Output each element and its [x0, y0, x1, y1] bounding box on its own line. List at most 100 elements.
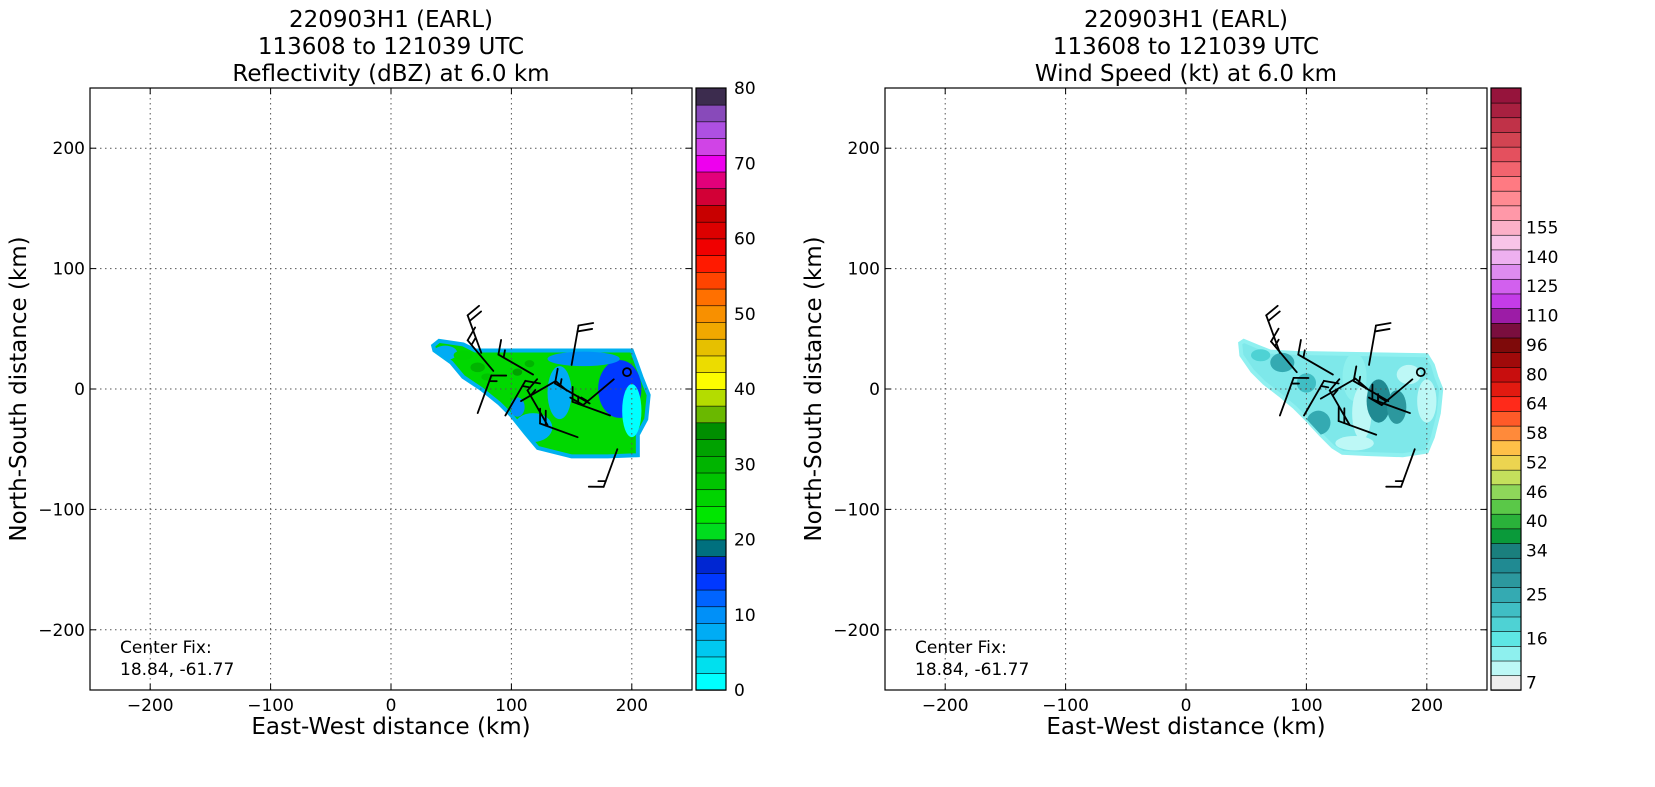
colorbar-tick-label: 140 — [1526, 248, 1558, 268]
wind-barb — [569, 378, 615, 406]
y-tick-label: −200 — [38, 621, 85, 641]
x-tick-label: −200 — [127, 696, 174, 716]
colorbar-cell — [1490, 322, 1522, 339]
barb-full — [468, 310, 483, 322]
colorbar-cell — [695, 154, 727, 173]
barb-full — [554, 367, 559, 385]
field-cell — [547, 351, 620, 367]
field-cell — [622, 384, 642, 438]
colorbar-tick-label: 96 — [1526, 336, 1548, 356]
colorbar-frame — [695, 87, 727, 691]
colorbar-tick-label: 155 — [1526, 218, 1558, 238]
colorbar-cell — [1490, 161, 1522, 177]
colorbar-cell — [1490, 175, 1522, 192]
barb-half — [1302, 349, 1306, 359]
wind-barb — [1371, 383, 1411, 414]
y-axis-label: North-South distance (km) — [801, 236, 827, 541]
colorbar-cell — [1490, 513, 1522, 530]
barb-full — [1352, 365, 1358, 382]
colorbar-cell — [1490, 601, 1522, 618]
field-cell — [453, 350, 473, 361]
field-cell — [1417, 379, 1437, 423]
x-tick-label: 100 — [1290, 696, 1322, 716]
colorbar-cell — [1490, 528, 1522, 544]
colorbar-cell — [1490, 351, 1522, 368]
wind-barb — [622, 367, 632, 378]
field-cell — [547, 366, 572, 420]
barb-full — [1265, 304, 1279, 317]
y-tick-label: −100 — [38, 500, 85, 520]
colorbar-tick-label: 10 — [734, 606, 756, 626]
colorbar-cell — [695, 606, 727, 624]
colorbar-cell — [695, 288, 727, 307]
center-fix-annotation-line-1: Center Fix: — [915, 638, 1007, 658]
barb-full — [526, 378, 539, 392]
colorbar-cell — [695, 388, 727, 407]
colorbar-tick-label: 80 — [734, 79, 756, 99]
field-cell — [1335, 435, 1374, 451]
center-fix-annotation-line-2: 18.84, -61.77 — [120, 660, 234, 680]
wind-barb — [1385, 448, 1416, 488]
data-field — [1238, 338, 1444, 458]
y-axis-label: North-South distance (km) — [6, 236, 32, 541]
chart-title-line-3: Reflectivity (dBZ) at 6.0 km — [232, 61, 549, 87]
y-tick-label: 100 — [848, 260, 880, 280]
barb-full — [1267, 310, 1281, 322]
colorbar-cell — [695, 305, 727, 323]
colorbar-frame — [1490, 87, 1522, 691]
barb-half — [470, 337, 477, 346]
wind-barb — [476, 374, 508, 414]
colorbar-cell — [1490, 205, 1522, 221]
y-tick-label: 0 — [74, 380, 85, 400]
wind-barb — [587, 448, 619, 488]
colorbar-cell — [695, 472, 727, 491]
colorbar-cell — [1490, 557, 1522, 574]
colorbar-cell — [1490, 630, 1522, 647]
colorbar-cell — [695, 321, 727, 340]
colorbar-tick-label: 46 — [1526, 483, 1548, 503]
barb-full — [466, 304, 480, 317]
colorbar-cell — [1490, 337, 1522, 353]
chart-title-line-1: 220903H1 (EARL) — [289, 7, 493, 33]
wind-barb — [1367, 378, 1414, 406]
barb-half — [1320, 385, 1330, 389]
colorbar-tick-label: 0 — [734, 681, 745, 701]
chart-title-line-2: 113608 to 121039 UTC — [258, 34, 524, 60]
center-fix-annotation-line-1: Center Fix: — [120, 638, 212, 658]
colorbar-tick-label: 34 — [1526, 542, 1548, 562]
barb-full — [576, 328, 594, 333]
colorbar-cell — [1490, 190, 1522, 207]
colorbar-cell — [1490, 542, 1522, 559]
wind-barb — [1265, 304, 1281, 354]
colorbar-tick-label: 25 — [1526, 586, 1548, 606]
colorbar-cell — [695, 572, 727, 591]
field-cell — [512, 368, 523, 376]
x-tick-label: 200 — [1411, 696, 1443, 716]
field-cell — [1270, 352, 1295, 373]
barb-full — [1270, 327, 1280, 343]
barb-half — [559, 378, 563, 388]
colorbar-cell — [1490, 293, 1522, 309]
colorbar-cell — [1490, 146, 1522, 163]
colorbar-cell — [1490, 366, 1522, 383]
colorbar-cell — [1490, 498, 1522, 515]
barb-full — [1374, 328, 1391, 333]
colorbar-tick-label: 58 — [1526, 424, 1548, 444]
x-tick-label: −200 — [922, 696, 969, 716]
field-cell — [1387, 390, 1407, 424]
colorbar-tick-label: 16 — [1526, 630, 1548, 650]
wind-barb — [539, 407, 579, 439]
wind-barb — [466, 326, 495, 372]
x-axis-label: East-West distance (km) — [251, 714, 530, 740]
barb-shaft — [1319, 377, 1357, 400]
x-tick-label: 0 — [386, 696, 397, 716]
field-cell — [524, 360, 535, 368]
colorbar-tick-label: 40 — [734, 380, 756, 400]
colorbar-cell — [695, 371, 727, 390]
barb-full — [1297, 339, 1302, 356]
barb-full — [497, 339, 503, 356]
colorbar-cell — [1490, 234, 1522, 251]
colorbar-cell — [1490, 675, 1522, 691]
wind-barb — [1297, 339, 1334, 376]
data-field — [430, 338, 651, 459]
